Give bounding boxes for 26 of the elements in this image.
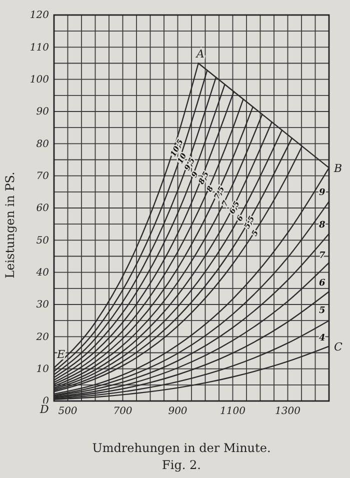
y-tick-label: 30 bbox=[36, 300, 50, 311]
x-tick-label: 1100 bbox=[220, 406, 246, 418]
y-tick-label: 80 bbox=[36, 138, 50, 150]
y-tick-label: 110 bbox=[30, 42, 50, 54]
x-tick-label: 500 bbox=[58, 406, 78, 418]
y-tick-label: 60 bbox=[36, 203, 50, 214]
y-tick-label: 40 bbox=[35, 268, 50, 279]
x-tick-label: 1300 bbox=[275, 406, 302, 418]
y-tick-label: 50 bbox=[36, 235, 50, 246]
y-tick-label: 120 bbox=[30, 10, 50, 22]
y-tick-label: 20 bbox=[35, 332, 50, 343]
x-tick-label: 900 bbox=[168, 406, 188, 418]
x-tick-label: 700 bbox=[113, 406, 133, 418]
y-tick-label: 70 bbox=[36, 171, 50, 182]
y-axis-title: Leistungen in PS. bbox=[3, 172, 17, 278]
series-label: 6 bbox=[318, 278, 326, 288]
x-axis-title: Umdrehungen in der Minute. bbox=[92, 441, 271, 455]
annotation: B bbox=[333, 162, 342, 175]
caption: Fig. 2. bbox=[162, 458, 201, 472]
y-tick-label: 10 bbox=[36, 364, 50, 376]
annotation: D bbox=[39, 403, 49, 416]
annotation: A bbox=[195, 47, 204, 60]
series-label: 5 bbox=[318, 306, 326, 316]
y-tick-label: 90 bbox=[36, 106, 50, 118]
annotation: C bbox=[334, 340, 343, 354]
y-tick-label: 100 bbox=[30, 74, 50, 86]
